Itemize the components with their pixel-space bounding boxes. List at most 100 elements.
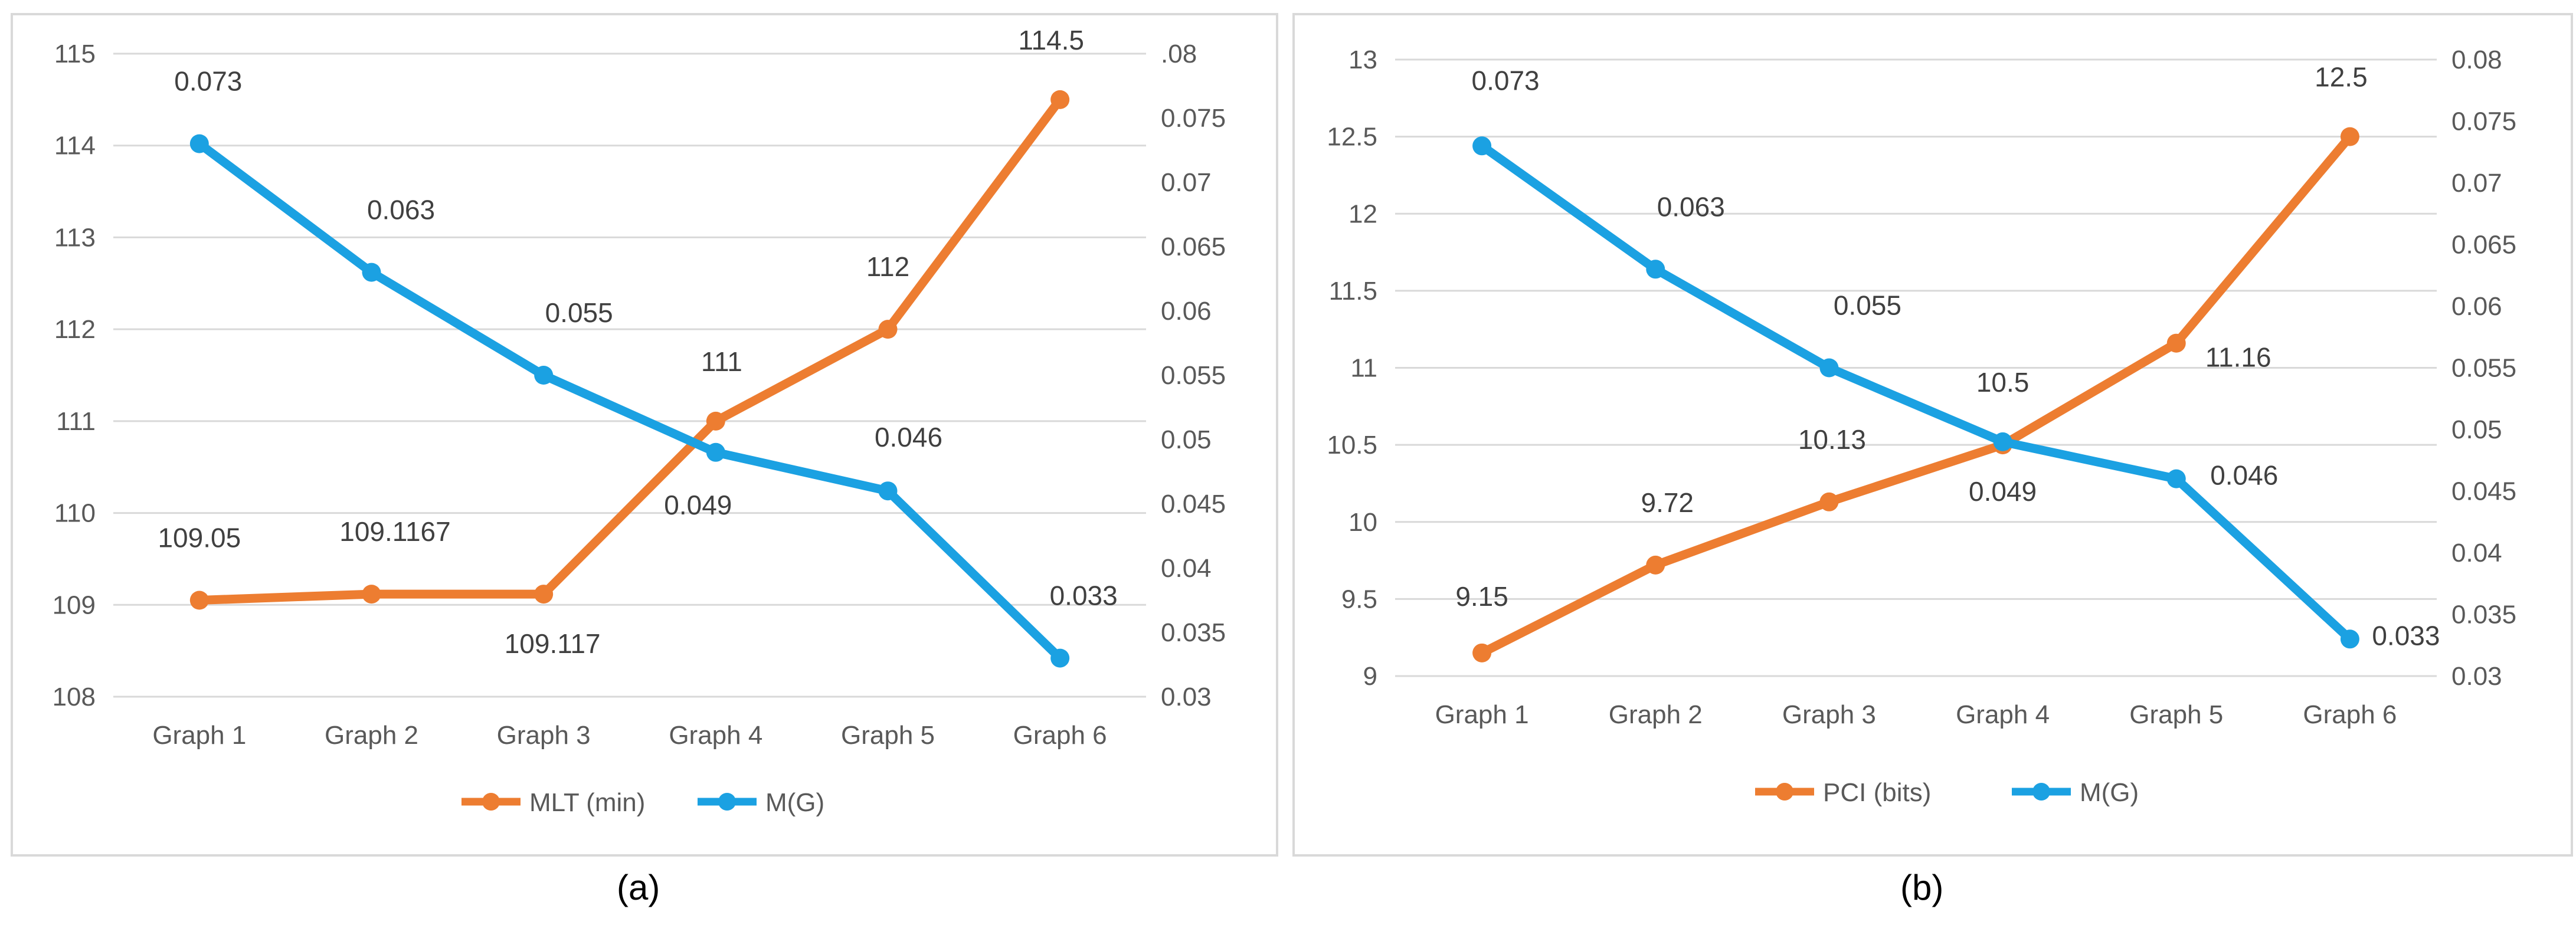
legend-label: M(G) [2080,778,2139,807]
data-point [2340,629,2359,649]
y-right-tick-label: 0.07 [1161,168,1212,197]
y-right-tick-label: 0.05 [1161,425,1212,454]
data-label: 0.046 [2210,460,2278,491]
x-tick-label: Graph 6 [1013,721,1107,750]
chart-a-svg: 108 109 110 111 112 113 114 115 0.03 0.035 0.04 0.0… [53,25,1226,817]
data-point [706,442,725,462]
y-left-tick-label: 108 [53,683,96,711]
data-label: 0.063 [1657,191,1725,222]
y-right-tick-label: 0.065 [2451,231,2516,260]
data-label: 10.5 [1976,367,2030,398]
legend-label: M(G) [765,788,824,817]
data-point [1819,492,1839,511]
data-point [2166,333,2186,353]
y-left-tick-label: 12.5 [1327,123,1377,152]
data-point [1472,136,1492,156]
y-left-tick-label: 115 [54,40,96,68]
x-tick-label: Graph 1 [152,721,246,750]
y-left-tick-label: 13 [1348,45,1377,74]
x-tick-label: Graph 3 [497,721,591,750]
y-left-tick-label: 114 [54,132,96,160]
data-point [1819,358,1839,378]
data-point [878,481,898,501]
y-left-tick-label: 9 [1363,662,1377,691]
data-point [878,320,898,339]
data-label: 0.073 [1472,65,1540,96]
x-tick-label: Graph 5 [841,721,935,750]
data-label: 0.055 [1834,290,1901,321]
data-point [1646,260,1665,279]
data-label: 0.049 [1969,476,2037,507]
legend-swatch-marker [482,793,500,811]
data-label: 0.033 [1050,580,1118,611]
data-label: 112 [866,251,909,282]
x-tick-label: Graph 6 [2303,700,2397,729]
y-left-tick-label: 10 [1348,508,1377,537]
data-label: 10.13 [1798,424,1866,455]
y-right-tick-label: 0.06 [1161,297,1212,326]
y-right-tick-label: 0.035 [1161,618,1226,647]
data-label: 11.16 [2205,342,2271,373]
data-point [362,263,381,282]
x-tick-label: Graph 2 [325,721,418,750]
data-label: 109.1167 [339,516,450,547]
y-right-tick-label: 0.075 [2451,107,2516,136]
chart-panel-a: 108 109 110 111 112 113 114 115 0.03 0.035 0.04 0.0… [11,13,1278,857]
x-tick-label: Graph 5 [2129,700,2223,729]
y-right-tick-label: 0.045 [2451,477,2516,506]
legend-label: MLT (min) [529,788,645,817]
x-tick-label: Graph 1 [1435,700,1529,729]
y-right-tick-label: 0.055 [1161,361,1226,390]
y-right-tick-label: 0.04 [1161,554,1212,583]
data-label: 0.073 [174,66,242,97]
data-point [1472,643,1492,662]
series-line-mlt-min [195,95,1065,605]
caption-a: (a) [617,868,660,907]
chart-panel-b: 9 9.5 10 10.5 11 11.5 12 12.5 13 0.03 0.035 0.04 0.0… [1292,13,2573,857]
x-tick-label: Graph 3 [1782,700,1876,729]
data-point [1646,555,1665,575]
data-label: 109.05 [158,523,241,553]
data-label: 9.72 [1641,487,1694,518]
data-point [1050,90,1070,109]
y-left-tick-label: 109 [53,591,96,619]
y-right-tick-label: 0.055 [2451,354,2516,383]
y-left-tick-label: 111 [56,407,96,436]
y-right-tick-label: 0.04 [2451,539,2502,568]
y-left-tick-label: 110 [54,499,96,528]
data-label: 0.046 [875,422,942,452]
data-label: 0.033 [2372,620,2440,651]
legend-swatch-marker [1776,783,1793,801]
data-label: 12.5 [2315,62,2368,93]
legend-swatch-marker [2032,783,2050,801]
data-label: 109.117 [505,628,601,659]
y-right-tick-label: 0.045 [1161,490,1226,519]
data-point [2340,127,2359,146]
data-point [362,585,381,604]
data-point [2166,469,2186,488]
series-line-m-g [1477,141,2355,644]
data-point [1993,432,2012,451]
y-right-tick-label: 0.035 [2451,601,2516,629]
y-left-tick-label: 11.5 [1329,277,1377,306]
series-line-pci-bits [1477,132,2355,658]
y-left-tick-label: 10.5 [1327,431,1377,460]
caption-b: (b) [1900,868,1944,907]
data-point [534,366,554,385]
y-left-tick-label: 112 [54,315,96,344]
data-point [1050,648,1070,668]
data-label: 0.049 [664,490,732,520]
data-point [534,585,554,604]
data-point [189,591,209,610]
data-label: 111 [701,346,742,377]
y-right-tick-label: 0.03 [2451,662,2502,691]
y-right-tick-label: 0.06 [2451,292,2502,321]
y-left-tick-label: 11 [1350,354,1377,383]
data-point [189,134,209,153]
data-label: 0.055 [545,297,613,328]
data-label: 0.063 [367,195,435,225]
legend-label: PCI (bits) [1823,778,1931,807]
data-label: 9.15 [1455,581,1508,612]
y-right-tick-label: .08 [1161,40,1197,68]
y-left-tick-label: 113 [54,223,96,252]
